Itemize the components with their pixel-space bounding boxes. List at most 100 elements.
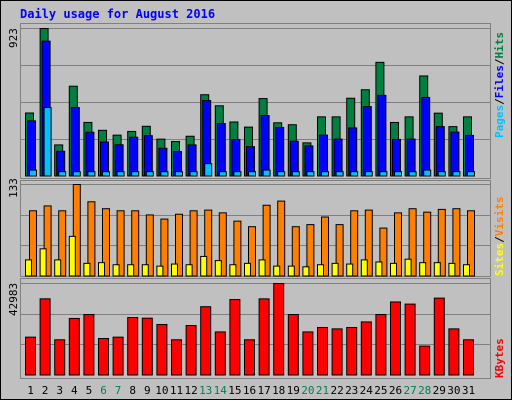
bar-visits-day-25 [379, 227, 388, 277]
bar-visits-day-2 [43, 205, 52, 277]
legend-kbytes: KBytes [493, 338, 506, 378]
panel-frame-hits [20, 23, 491, 179]
bar-kbytes-day-2 [39, 298, 51, 376]
x-tick-label-6: 6 [100, 384, 107, 397]
bar-visits-day-12 [189, 210, 198, 277]
panel-frame-kbytes [20, 278, 491, 379]
legend-pages: Pages [493, 105, 506, 138]
bar-files-day-19 [289, 140, 299, 177]
x-tick-label-15: 15 [228, 384, 241, 397]
bar-kbytes-day-30 [448, 328, 460, 376]
bar-sites-day-31 [463, 264, 470, 277]
bar-files-day-1 [27, 120, 36, 177]
bar-pages-day-15 [233, 171, 242, 177]
bar-visits-day-5 [87, 201, 96, 277]
bar-visits-day-6 [102, 208, 110, 277]
bar-visits-day-18 [277, 200, 286, 277]
x-tick-label-10: 10 [155, 384, 168, 397]
bar-sites-day-21 [317, 264, 324, 277]
bar-visits-day-23 [350, 210, 359, 277]
bar-files-day-26 [392, 138, 401, 177]
bar-kbytes-day-8 [127, 316, 139, 376]
bar-files-day-17 [260, 115, 270, 177]
bar-visits-day-14 [218, 212, 227, 277]
x-tick-label-13: 13 [199, 384, 212, 397]
bar-pages-day-18 [277, 171, 286, 177]
bar-sites-day-17 [258, 259, 266, 277]
bar-kbytes-day-27 [404, 303, 416, 376]
bar-visits-day-16 [248, 226, 256, 277]
bar-pages-day-22 [335, 171, 344, 177]
bar-kbytes-day-9 [141, 317, 153, 376]
bar-sites-day-28 [419, 262, 427, 277]
x-tick-label-8: 8 [129, 384, 136, 397]
x-tick-label-14: 14 [214, 384, 228, 397]
bar-files-day-6 [100, 141, 109, 177]
bar-visits-day-28 [423, 211, 432, 277]
x-tick-label-31: 31 [462, 384, 475, 397]
bar-kbytes-day-28 [419, 345, 431, 376]
bar-sites-day-20 [302, 266, 310, 277]
bar-pages-day-20 [306, 171, 315, 177]
bar-visits-day-19 [291, 226, 300, 277]
x-tick-label-30: 30 [447, 384, 460, 397]
bar-pages-day-27 [408, 171, 417, 177]
bar-visits-day-4 [72, 184, 81, 277]
bar-kbytes-day-17 [258, 298, 270, 376]
x-tick-label-29: 29 [433, 384, 446, 397]
bar-sites-day-11 [171, 263, 178, 277]
bar-kbytes-day-20 [302, 331, 314, 376]
bar-pages-day-6 [102, 171, 110, 177]
bar-pages-day-8 [131, 171, 140, 177]
bar-visits-day-24 [364, 209, 373, 277]
x-tick-label-7: 7 [115, 384, 122, 397]
bar-files-day-8 [129, 136, 139, 177]
bar-files-day-23 [348, 127, 358, 177]
bar-files-day-30 [450, 131, 460, 177]
bar-sites-day-10 [156, 265, 164, 277]
bar-kbytes-day-29 [433, 297, 445, 376]
bar-kbytes-day-12 [185, 325, 197, 376]
bar-files-day-5 [85, 131, 95, 177]
x-tick-label-28: 28 [418, 384, 431, 397]
x-tick-label-2: 2 [42, 384, 49, 397]
x-axis-labels: 1 2 3 4 5 6 7 8 9 10 11 12 13 14 15 16 17 18 19 20 21 22 23 24 2… [27, 384, 475, 397]
bar-visits-day-11 [175, 213, 183, 277]
bar-pages-day-11 [175, 171, 183, 177]
bar-visits-day-10 [160, 218, 169, 277]
bar-kbytes-day-23 [346, 326, 358, 376]
bar-sites-day-1 [25, 259, 32, 277]
bar-kbytes-day-18 [273, 283, 285, 376]
bar-kbytes-day-4 [68, 317, 80, 376]
bar-kbytes-day-16 [244, 339, 255, 376]
bar-pages-day-16 [248, 171, 256, 177]
x-tick-label-1: 1 [27, 384, 34, 397]
legend-sep-2: / [493, 58, 506, 65]
bar-kbytes-day-15 [229, 299, 241, 376]
bar-visits-day-9 [145, 214, 154, 277]
legend-sites-visits: Sites/Visits [493, 197, 506, 277]
bars-layer [25, 28, 475, 376]
legend-hits-files-pages: Pages/Files/Hits [493, 32, 506, 138]
bar-kbytes-day-3 [54, 339, 66, 376]
bar-sites-day-13 [200, 255, 208, 277]
bar-kbytes-day-26 [390, 301, 401, 376]
bar-kbytes-day-11 [171, 339, 182, 376]
bar-kbytes-day-6 [98, 338, 109, 376]
x-tick-label-12: 12 [184, 384, 197, 397]
bar-visits-day-27 [408, 208, 417, 277]
bar-sites-day-12 [185, 264, 193, 277]
bar-sites-day-2 [39, 248, 47, 277]
bar-pages-day-10 [160, 171, 169, 177]
bar-kbytes-day-5 [83, 314, 95, 376]
bar-kbytes-day-31 [463, 339, 474, 376]
bar-pages-day-7 [116, 171, 125, 177]
bar-pages-day-9 [145, 171, 154, 177]
bar-files-day-24 [362, 106, 372, 177]
bar-sites-day-16 [244, 262, 251, 277]
bar-files-day-21 [319, 134, 328, 177]
legend-sites: Sites [493, 243, 506, 276]
bar-files-day-18 [275, 126, 285, 177]
